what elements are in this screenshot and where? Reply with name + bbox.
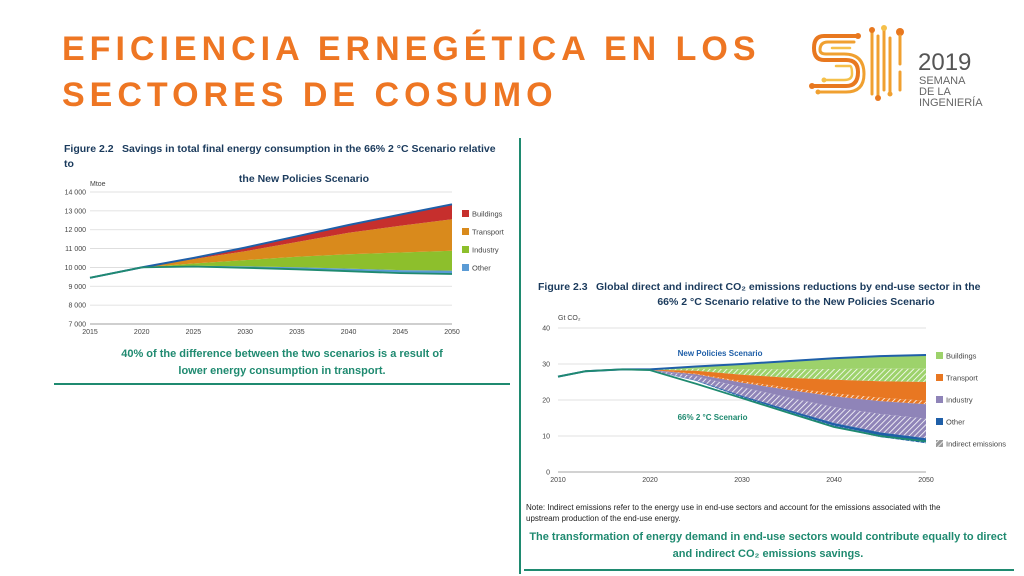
x-tick-label: 2020: [134, 329, 150, 336]
energy-savings-chart: 7 000 8 000 9 000 10 000 11 000 12 000 13 000 1…: [65, 181, 505, 336]
y-tick-label: 8 000: [68, 303, 86, 310]
figure-2-3-number: Figure 2.3: [538, 281, 588, 293]
legend-label-other: Other: [946, 418, 965, 427]
y-tick-label: 0: [546, 470, 550, 477]
area-industry-direct: [558, 369, 926, 419]
hatch-industry: [558, 369, 926, 439]
legend-swatch-industry: [462, 246, 469, 253]
legend-label-transport: Transport: [946, 374, 979, 383]
x-tick-label: 2040: [826, 477, 842, 484]
x-tick-label: 2015: [82, 329, 98, 336]
area-other-direct: [558, 369, 926, 442]
legend-swatch-transport: [936, 374, 943, 381]
figure-2-3-title-line2: 66% 2 °C Scenario relative to the New Po…: [657, 296, 935, 308]
y-tick-label: 30: [542, 362, 550, 369]
y-tick-label: 14 000: [65, 190, 87, 197]
y-tick-label: 10 000: [65, 265, 87, 272]
legend-label-industry: Industry: [472, 246, 499, 255]
legend-swatch-transport: [462, 228, 469, 235]
y-tick-label: 9 000: [68, 284, 86, 291]
figure-2-3: Figure 2.3 Global direct and indirect CO₂…: [518, 272, 1014, 576]
legend-swatch-indirect-hatch: [936, 440, 943, 447]
figure-2-3-note-line2: upstream production of the end-use energ…: [526, 514, 681, 523]
y-tick-label: 12 000: [65, 227, 87, 234]
y-tick-label: 40: [542, 326, 550, 333]
legend-swatch-other: [462, 264, 469, 271]
x-tick-label: 2030: [237, 329, 253, 336]
x-tick-label: 2050: [444, 329, 460, 336]
figure-2-2-title-line2: the New Policies Scenario: [238, 173, 370, 185]
x-tick-label: 2050: [918, 477, 934, 484]
hatch-buildings: [558, 368, 926, 382]
y-axis-label: Mtoe: [90, 181, 106, 188]
legend-label-transport: Transport: [472, 228, 505, 237]
vertical-divider: [519, 138, 521, 574]
slide-title-line2: SECTORES DE COSUMO: [62, 76, 558, 114]
legend-label-indirect-emissions: Indirect emissions: [946, 440, 1006, 449]
legend-swatch-other: [936, 418, 943, 425]
logo-line2: DE LA: [919, 86, 951, 98]
y-tick-label: 7 000: [68, 322, 86, 329]
area-transport-direct: [558, 369, 926, 401]
slide-title-line1: EFICIENCIA ERNEGÉTICA EN LOS: [62, 30, 761, 68]
legend-label-buildings: Buildings: [472, 210, 503, 219]
scenario-line: [89, 265, 453, 279]
x-tick-label: 2040: [341, 329, 357, 336]
x-tick-label: 2020: [642, 477, 658, 484]
y-tick-label: 13 000: [65, 208, 87, 215]
logo-line3: INGENIERÍA: [919, 96, 983, 109]
area-buildings-direct: [558, 355, 926, 377]
si-circuit-logo-icon: 2019 SEMANA DE LA INGENIERÍA: [809, 25, 983, 109]
y-axis-label: Gt CO₂: [558, 315, 581, 322]
y-tick-label: 10: [542, 434, 550, 441]
x-tick-label: 2045: [392, 329, 408, 336]
figure-2-3-summary-line1: The transformation of energy demand in e…: [529, 531, 1007, 543]
figure-2-3-note: Note: Indirect emissions refer to the en…: [526, 502, 1014, 524]
legend-swatch-industry: [936, 396, 943, 403]
x-tick-label: 2010: [550, 477, 566, 484]
x-tick-label: 2030: [734, 477, 750, 484]
legend-swatch-buildings: [936, 352, 943, 359]
legend-label-other: Other: [472, 264, 491, 273]
figure-2-3-caption: Figure 2.3 Global direct and indirect CO₂…: [538, 280, 1014, 310]
figure-2-2-caption: Figure 2.2 Savings in total final energy …: [64, 142, 504, 187]
figure-2-2-summary-line1: 40% of the difference between the two sc…: [121, 348, 443, 360]
y-tick-label: 20: [542, 398, 550, 405]
logo-line1: SEMANA: [919, 75, 966, 87]
logo-year: 2019: [918, 49, 971, 76]
area-transport: [90, 219, 452, 278]
x-tick-label: 2035: [289, 329, 305, 336]
slide-title: EFICIENCIA ERNEGÉTICA EN LOS SECTORES DE…: [62, 26, 761, 118]
figure-2-3-title-line1: Global direct and indirect CO₂ emissions…: [596, 281, 981, 293]
scenario-66-line: [557, 368, 927, 443]
figure-2-2-number: Figure 2.2: [64, 143, 114, 155]
new-policies-label: New Policies Scenario: [678, 349, 763, 358]
figure-2-2-bottom-rule: [54, 383, 510, 385]
figure-2-3-summary: The transformation of energy demand in e…: [522, 529, 1014, 563]
scenario-66-label: 66% 2 °C Scenario: [678, 413, 748, 422]
figure-2-3-note-line1: Note: Indirect emissions refer to the en…: [526, 503, 941, 512]
figure-2-2-summary: 40% of the difference between the two sc…: [54, 346, 510, 380]
figure-2-2: Figure 2.2 Savings in total final energy …: [54, 138, 510, 388]
hatch-transport: [558, 369, 926, 405]
legend-swatch-buildings: [462, 210, 469, 217]
x-tick-label: 2025: [186, 329, 202, 336]
figure-2-2-summary-line2: lower energy consumption in transport.: [178, 365, 386, 377]
y-tick-label: 11 000: [65, 246, 86, 253]
semana-ingenieria-logo: 2019 SEMANA DE LA INGENIERÍA: [806, 24, 1006, 116]
figure-2-3-bottom-rule: [524, 569, 1014, 571]
figure-2-3-summary-line2: and indirect CO₂ emissions savings.: [672, 548, 864, 560]
legend-label-industry: Industry: [946, 396, 973, 405]
reference-line: [89, 203, 453, 279]
area-industry: [90, 250, 452, 278]
legend-label-buildings: Buildings: [946, 352, 977, 361]
figure-2-2-title-line1: Savings in total final energy consumptio…: [64, 143, 496, 170]
